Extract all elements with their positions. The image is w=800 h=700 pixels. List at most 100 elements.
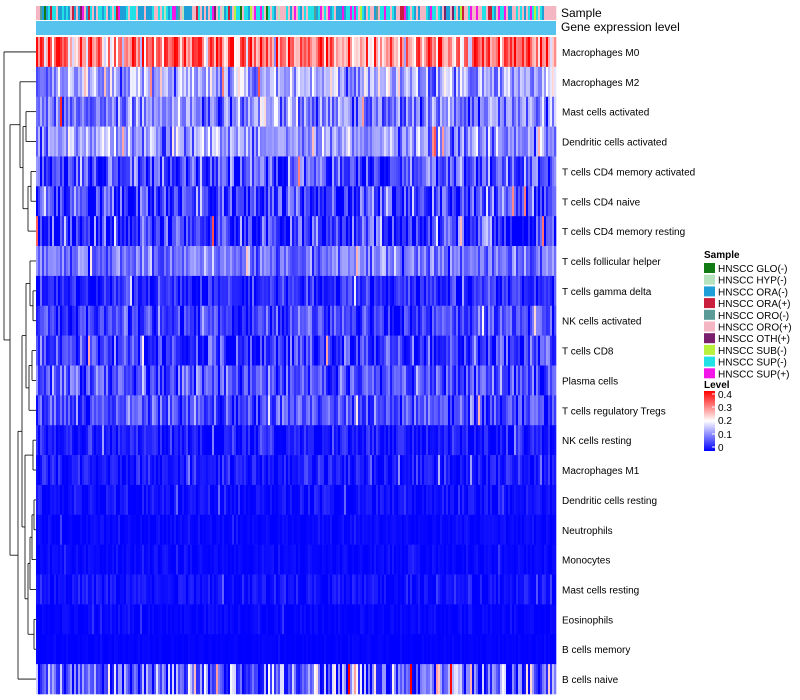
heatmap-cell bbox=[68, 96, 71, 127]
heatmap-cell bbox=[532, 484, 535, 516]
heatmap-cell bbox=[526, 544, 529, 575]
heatmap-cell bbox=[310, 425, 313, 456]
heatmap-cell bbox=[466, 37, 469, 68]
heatmap-cell bbox=[56, 484, 59, 516]
heatmap-cell bbox=[274, 395, 277, 426]
heatmap-cell bbox=[44, 66, 47, 98]
heatmap-cell bbox=[328, 455, 331, 486]
heatmap-cell bbox=[464, 455, 467, 486]
heatmap-cell bbox=[484, 275, 487, 307]
heatmap-cell bbox=[128, 246, 131, 277]
heatmap-cell bbox=[416, 246, 419, 277]
heatmap-cell bbox=[50, 96, 53, 127]
heatmap-cell bbox=[92, 425, 95, 456]
heatmap-cell bbox=[384, 484, 387, 516]
heatmap-cell bbox=[460, 66, 463, 98]
heatmap-cell bbox=[236, 365, 239, 396]
heatmap-cell bbox=[322, 455, 325, 486]
heatmap-cell bbox=[52, 275, 55, 307]
heatmap-cell bbox=[186, 37, 189, 68]
heatmap-cell bbox=[392, 156, 395, 187]
heatmap-cell bbox=[202, 66, 205, 98]
heatmap-cell bbox=[356, 275, 359, 307]
heatmap-cell bbox=[196, 96, 199, 127]
heatmap-cell bbox=[52, 216, 55, 247]
heatmap-cell bbox=[504, 96, 507, 127]
heatmap-cell bbox=[532, 455, 535, 486]
heatmap-cell bbox=[500, 37, 503, 68]
heatmap-cell bbox=[552, 246, 555, 277]
heatmap-cell bbox=[192, 335, 195, 366]
heatmap-cell bbox=[454, 395, 457, 426]
heatmap-cell bbox=[280, 514, 283, 545]
heatmap-cell bbox=[498, 216, 501, 247]
heatmap-cell bbox=[208, 156, 211, 187]
heatmap-cell bbox=[432, 126, 435, 157]
heatmap-cell bbox=[70, 335, 73, 366]
heatmap-cell bbox=[496, 455, 499, 486]
heatmap-cell bbox=[192, 395, 195, 426]
heatmap-cell bbox=[386, 484, 389, 516]
heatmap-cell bbox=[260, 216, 263, 247]
heatmap-cell bbox=[138, 544, 141, 575]
heatmap-cell bbox=[334, 126, 337, 157]
heatmap-cell bbox=[142, 126, 145, 157]
heatmap-cell bbox=[516, 66, 519, 98]
heatmap-cell bbox=[400, 365, 403, 396]
heatmap-cell bbox=[118, 96, 121, 127]
heatmap-cell bbox=[294, 455, 297, 486]
heatmap-cell bbox=[66, 455, 69, 486]
heatmap-cell bbox=[462, 126, 465, 157]
heatmap-cell bbox=[430, 335, 433, 366]
heatmap-cell bbox=[134, 216, 137, 247]
heatmap-cell bbox=[270, 455, 273, 486]
sample-annotation-cell bbox=[268, 6, 271, 20]
heatmap-cell bbox=[510, 484, 513, 516]
heatmap-cell bbox=[106, 455, 109, 486]
heatmap-cell bbox=[430, 246, 433, 277]
heatmap-cell bbox=[392, 335, 395, 366]
heatmap-cell bbox=[282, 514, 285, 545]
heatmap-cell bbox=[54, 186, 57, 217]
heatmap-cell bbox=[190, 455, 193, 486]
heatmap-cell bbox=[442, 96, 445, 127]
heatmap-cell bbox=[186, 395, 189, 426]
heatmap-cell bbox=[114, 544, 117, 575]
heatmap-cell bbox=[464, 66, 467, 98]
heatmap-cell bbox=[94, 365, 97, 396]
sample-annotation-cell bbox=[380, 6, 383, 20]
heatmap-cell bbox=[208, 484, 211, 516]
heatmap-cell bbox=[190, 544, 193, 575]
heatmap-cell bbox=[152, 37, 155, 68]
heatmap-cell bbox=[174, 425, 177, 456]
heatmap-cell bbox=[518, 484, 521, 516]
heatmap-cell bbox=[282, 544, 285, 575]
heatmap-cell bbox=[128, 455, 131, 486]
heatmap-cell bbox=[156, 126, 159, 157]
heatmap-cell bbox=[128, 37, 131, 68]
heatmap-cell bbox=[46, 514, 49, 545]
heatmap-cell bbox=[436, 186, 439, 217]
heatmap-cell bbox=[182, 66, 185, 98]
heatmap-cell bbox=[260, 395, 263, 426]
heatmap-cell bbox=[390, 246, 393, 277]
heatmap-cell bbox=[512, 365, 515, 396]
heatmap-cell bbox=[402, 455, 405, 486]
heatmap-cell bbox=[476, 455, 479, 486]
heatmap-cell bbox=[490, 216, 493, 247]
heatmap-cell bbox=[440, 425, 443, 456]
heatmap-cell bbox=[164, 514, 167, 545]
heatmap-cell bbox=[144, 425, 147, 456]
heatmap-cell bbox=[36, 216, 39, 247]
heatmap-cell bbox=[434, 275, 437, 307]
heatmap-cell bbox=[64, 216, 67, 247]
heatmap-cell bbox=[520, 425, 523, 456]
heatmap-cell bbox=[282, 455, 285, 486]
heatmap-cell bbox=[86, 156, 89, 187]
heatmap-cell bbox=[364, 156, 367, 187]
heatmap-cell bbox=[194, 484, 197, 516]
heatmap-cell bbox=[220, 484, 223, 516]
heatmap-cell bbox=[518, 126, 521, 157]
heatmap-cell bbox=[330, 544, 333, 575]
heatmap-cell bbox=[102, 275, 105, 307]
